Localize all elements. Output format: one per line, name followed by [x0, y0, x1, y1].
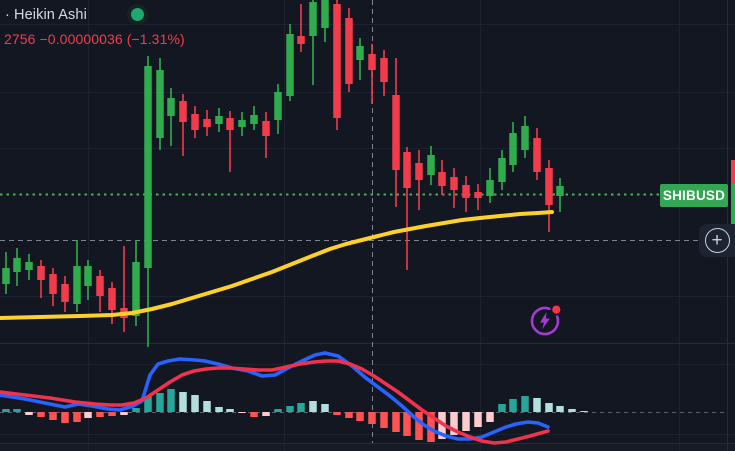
macd-histogram [2, 389, 588, 442]
market-status-dot [127, 4, 148, 25]
flash-circle-arc [530, 306, 560, 336]
ma-overlay-line [0, 210, 554, 320]
flash-events-button[interactable] [527, 302, 563, 338]
bottom-strip [0, 443, 735, 451]
flash-icon [530, 305, 561, 336]
price-axis-edge-bars [731, 160, 735, 228]
legend-price-change: 2756 −0.00000036 (−1.31%) [4, 31, 185, 47]
candlestick-series [2, 0, 564, 347]
lightning-bolt-icon [540, 312, 550, 330]
plus-icon: + [704, 228, 730, 253]
macd-lines [0, 351, 550, 445]
chart-legend-title[interactable]: · Heikin Ashi [5, 7, 87, 23]
notification-dot [552, 305, 561, 314]
price-axis-symbol-label: SHIBUSD [660, 184, 728, 207]
add-alert-plus-button[interactable]: + [699, 224, 735, 257]
market-status-dot-inner [131, 8, 144, 21]
